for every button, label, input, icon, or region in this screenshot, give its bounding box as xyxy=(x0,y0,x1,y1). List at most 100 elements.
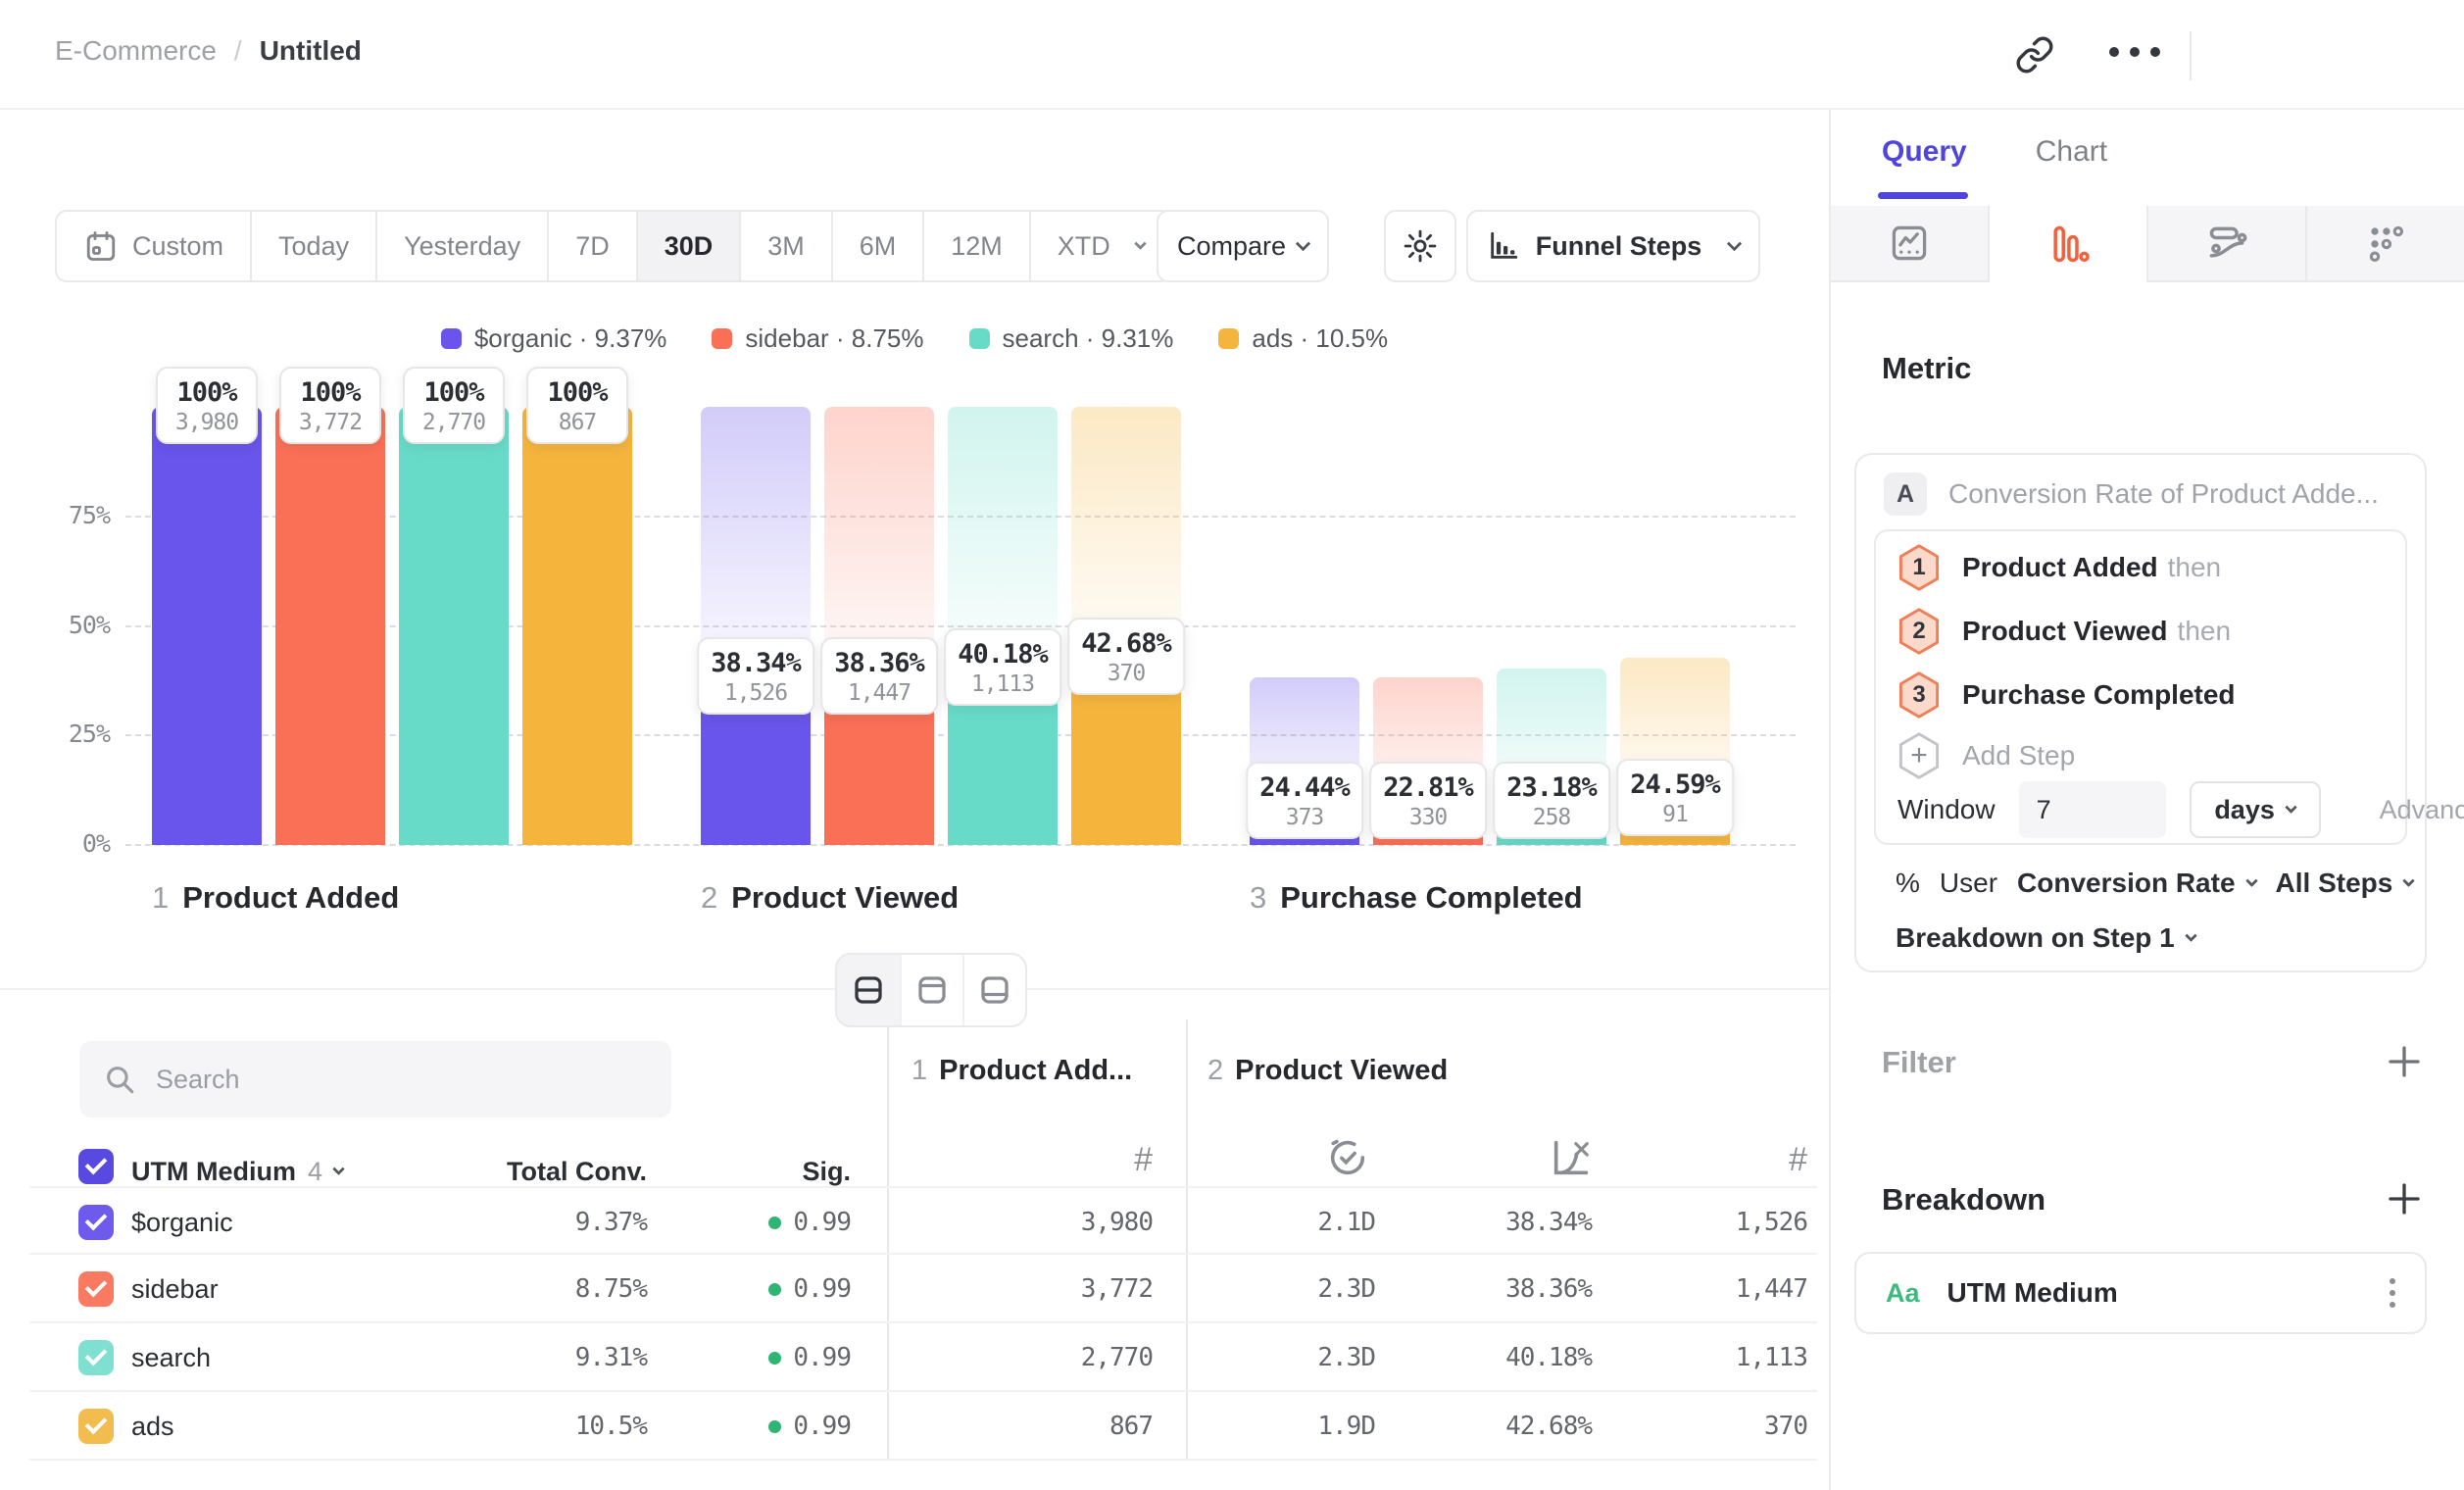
chevron-down-icon xyxy=(2285,801,2297,814)
funnel-bar-search[interactable] xyxy=(399,407,509,845)
bar-value-label: 100%2,770 xyxy=(403,367,505,444)
measurement-row: % User Conversion Rate All Steps xyxy=(1896,868,2413,899)
save-button[interactable]: Save xyxy=(2213,25,2401,86)
conv-rate-column-icon[interactable] xyxy=(1549,1135,1594,1180)
advanced-toggle[interactable]: Advanced xyxy=(2380,795,2464,825)
search-input[interactable] xyxy=(154,1064,648,1096)
add-step-hexagon-icon: + xyxy=(1897,732,1941,779)
users-tab[interactable] xyxy=(2305,206,2464,282)
panel-divider xyxy=(1829,110,1831,1490)
step-number-badge: 3 xyxy=(1897,671,1941,719)
kebab-menu-icon[interactable] xyxy=(2390,1278,2395,1308)
significance-dot xyxy=(768,1217,781,1229)
active-tab-underline xyxy=(1878,192,1968,199)
table-row-sidebar[interactable]: sidebar8.75%0.993,7722.3D38.36%1,447 xyxy=(29,1255,1817,1323)
window-value-input[interactable]: 7 xyxy=(2019,781,2166,838)
total-conv-header[interactable]: Total Conv. xyxy=(431,1157,647,1187)
avg-time-column-icon[interactable] xyxy=(1325,1135,1370,1180)
chevron-down-icon xyxy=(332,1163,345,1175)
table-row-search[interactable]: search9.31%0.992,7702.3D40.18%1,113 xyxy=(29,1323,1817,1392)
query-step-2[interactable]: 2Product Viewedthen xyxy=(1897,608,2231,655)
share-link-icon[interactable] xyxy=(2013,33,2056,76)
bar-value-label: 100%867 xyxy=(526,367,628,444)
breakdown-on-dropdown[interactable]: Breakdown on Step 1 xyxy=(1896,922,2195,954)
table-row-organic[interactable]: $organic9.37%0.993,9802.1D38.34%1,526 xyxy=(29,1186,1817,1255)
search-icon xyxy=(103,1063,136,1096)
bar-value-label: 42.68%370 xyxy=(1067,618,1185,695)
step-axis-label-1: 1Product Added xyxy=(152,880,399,916)
layout-table-only-button[interactable] xyxy=(962,955,1025,1025)
row-sig: 0.99 xyxy=(635,1323,851,1392)
row-sig: 0.99 xyxy=(635,1392,851,1461)
metric-label: Conversion Rate of Product Adde... xyxy=(1948,478,2379,510)
bar-value-label: 22.81%330 xyxy=(1369,762,1487,839)
filter-section-title: Filter xyxy=(1882,1045,1956,1080)
count-column-icon[interactable]: # xyxy=(1690,1141,1807,1179)
row-checkbox[interactable] xyxy=(78,1340,114,1375)
funnel-bar-ads[interactable] xyxy=(522,407,632,845)
y-axis-tick: 25% xyxy=(41,720,110,748)
bar-value-label: 40.18%1,113 xyxy=(944,628,1061,706)
insights-tab[interactable] xyxy=(1831,206,1988,282)
row-checkbox[interactable] xyxy=(78,1409,114,1444)
more-options-icon[interactable] xyxy=(2105,45,2164,59)
row-count2: 1,447 xyxy=(1494,1255,1807,1323)
y-axis-tick: 75% xyxy=(41,501,110,529)
row-total: 10.5% xyxy=(431,1392,647,1461)
funnel-bar-organic[interactable] xyxy=(152,407,262,845)
breakdown-item-card[interactable]: Aa UTM Medium xyxy=(1854,1252,2427,1334)
table-row-ads[interactable]: ads10.5%0.998671.9D42.68%370 xyxy=(29,1392,1817,1461)
string-type-badge: Aa xyxy=(1886,1278,1920,1309)
row-name: ads xyxy=(131,1392,174,1461)
metric-section-title: Metric xyxy=(1882,351,1971,386)
select-all-checkbox[interactable] xyxy=(78,1149,114,1184)
sig-header[interactable]: Sig. xyxy=(635,1157,851,1187)
query-step-1[interactable]: 1Product Addedthen xyxy=(1897,544,2221,591)
add-filter-button[interactable] xyxy=(2384,1041,2425,1082)
measure-user[interactable]: User xyxy=(1940,868,1997,899)
tab-query[interactable]: Query xyxy=(1882,135,1967,169)
window-label: Window xyxy=(1897,794,1996,825)
funnel-bar-sidebar[interactable] xyxy=(275,407,385,845)
breakdown-section-title: Breakdown xyxy=(1882,1182,2045,1217)
step-number-badge: 1 xyxy=(1897,544,1941,591)
table-search xyxy=(79,1041,671,1118)
count-column-icon[interactable]: # xyxy=(1035,1141,1153,1179)
row-sig: 0.99 xyxy=(635,1188,851,1257)
significance-dot xyxy=(768,1420,781,1433)
y-axis-tick: 50% xyxy=(41,611,110,639)
add-breakdown-button[interactable] xyxy=(2384,1178,2425,1219)
row-count2: 370 xyxy=(1494,1392,1807,1461)
breakdown-item-name: UTM Medium xyxy=(1947,1277,2118,1309)
query-step-3[interactable]: 3Purchase Completed xyxy=(1897,671,2245,719)
window-unit-select[interactable]: days xyxy=(2190,781,2321,838)
window-row: Window 7 days Advanced xyxy=(1897,781,2464,838)
row-sig: 0.99 xyxy=(635,1255,851,1323)
layout-chart-only-button[interactable] xyxy=(900,955,962,1025)
funnels-tab[interactable] xyxy=(1988,206,2146,282)
metric-row[interactable]: A Conversion Rate of Product Adde... xyxy=(1884,472,2379,516)
add-step-button[interactable]: +Add Step xyxy=(1897,732,2075,779)
row-checkbox[interactable] xyxy=(78,1271,114,1307)
metric-badge: A xyxy=(1884,472,1927,516)
row-count2: 1,526 xyxy=(1494,1188,1807,1257)
measure-rate-dropdown[interactable]: Conversion Rate xyxy=(2017,868,2256,899)
bar-value-label: 23.18%258 xyxy=(1493,762,1610,839)
tab-chart[interactable]: Chart xyxy=(2036,135,2107,169)
table-group-step1[interactable]: 1Product Add... xyxy=(912,1055,1132,1087)
panel-tabs: Query Chart xyxy=(1882,135,2107,169)
bar-value-label: 38.36%1,447 xyxy=(820,637,938,715)
flows-tab[interactable] xyxy=(2146,206,2305,282)
significance-dot xyxy=(768,1352,781,1365)
chevron-down-icon xyxy=(2185,929,2197,942)
row-name: $organic xyxy=(131,1188,233,1257)
row-checkbox[interactable] xyxy=(78,1205,114,1240)
breakdown-count: 4 xyxy=(308,1157,322,1187)
topbar-divider xyxy=(2190,31,2192,80)
analysis-type-tabs xyxy=(1831,206,2464,282)
breakdown-column-header[interactable]: UTM Medium 4 xyxy=(131,1157,343,1187)
chevron-down-icon xyxy=(2402,874,2415,887)
measure-scope-dropdown[interactable]: All Steps xyxy=(2276,868,2414,899)
layout-split-button[interactable] xyxy=(837,955,900,1025)
table-group-step2[interactable]: 2Product Viewed xyxy=(1207,1055,1448,1087)
